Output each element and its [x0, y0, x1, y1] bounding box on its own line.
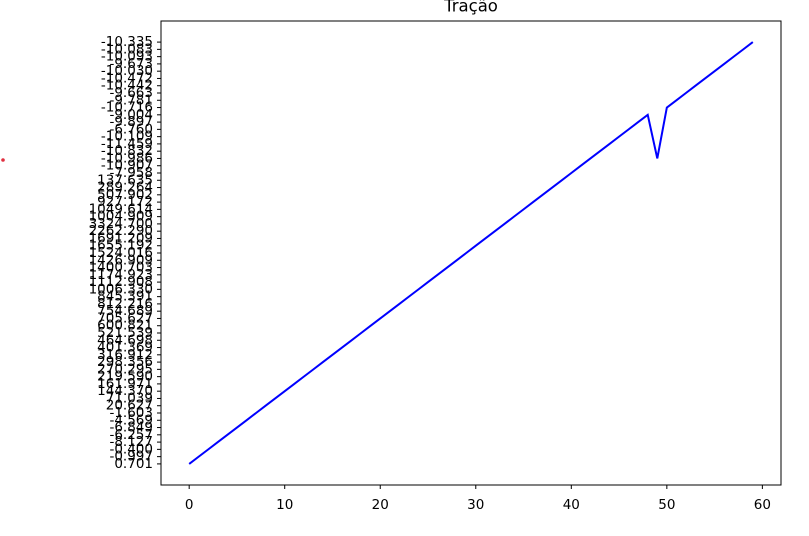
- y-tick-label: 845.391: [97, 289, 153, 305]
- y-tick-label: -9.781: [109, 92, 153, 108]
- y-tick-label: -6.760: [109, 121, 153, 137]
- y-tick-label: -10.442: [101, 78, 153, 94]
- y-tick-label: -9.673: [109, 56, 153, 72]
- x-tick-label: 50: [658, 497, 675, 513]
- y-tick-label: 1004.909: [89, 209, 153, 225]
- chart-title: Tração: [443, 0, 498, 16]
- y-tick-label: -0.400: [109, 441, 153, 457]
- y-tick-label: 0.701: [114, 456, 153, 472]
- y-tick-label: -9.004: [109, 107, 153, 123]
- y-tick-label: -10.832: [101, 143, 153, 159]
- x-tick-label: 0: [185, 497, 194, 513]
- y-tick-label: -11.459: [101, 136, 153, 152]
- y-tick-label: -10.083: [101, 41, 153, 57]
- y-tick-label: 1006.330: [89, 281, 153, 297]
- y-tick-label: 1691.209: [89, 230, 153, 246]
- y-tick-label: 1049.614: [89, 201, 153, 217]
- y-tick-label: -1.603: [109, 405, 153, 421]
- y-tick-label: -10.093: [101, 49, 153, 65]
- x-tick-label: 10: [276, 497, 293, 513]
- y-tick-label: 219.590: [97, 369, 153, 385]
- y-tick-label: -10.986: [101, 150, 153, 166]
- y-tick-label: 1112.908: [89, 274, 153, 290]
- y-tick-label: 1655.192: [89, 238, 153, 254]
- y-tick-label: -10.030: [101, 63, 153, 79]
- y-tick-label: 298.356: [97, 354, 153, 370]
- y-tick-label: 3324.700: [89, 216, 153, 232]
- x-tick-label: 60: [754, 497, 771, 513]
- y-tick-label: -10.109: [101, 129, 153, 145]
- x-tick-label: 40: [563, 497, 580, 513]
- y-tick-label: 137.635: [97, 172, 153, 188]
- y-tick-label: 754.689: [97, 303, 153, 319]
- y-tick-label: 521.539: [97, 325, 153, 341]
- marker-dot: [1, 158, 5, 162]
- y-tick-label: 2262.290: [89, 223, 153, 239]
- y-tick-label: 812.216: [97, 296, 153, 312]
- y-tick-label: 507.902: [97, 187, 153, 203]
- x-tick-label: 20: [372, 497, 389, 513]
- y-tick-label: 289.264: [97, 180, 153, 196]
- y-tick-label: -10.335: [101, 34, 153, 50]
- y-tick-label: -7.958: [109, 165, 153, 181]
- y-tick-label: 270.295: [97, 361, 153, 377]
- y-tick-label: -9.897: [109, 114, 153, 130]
- y-tick-label: -4.569: [109, 412, 153, 428]
- y-tick-label: 316.912: [97, 347, 153, 363]
- y-tick-label: 20.627: [106, 398, 153, 414]
- y-tick-label: 1174.923: [89, 267, 153, 283]
- y-tick-label: -6.257: [109, 427, 153, 443]
- y-tick-label: 144.370: [97, 383, 153, 399]
- y-tick-label: 1400.703: [89, 260, 153, 276]
- y-tick-label: 1426.909: [89, 252, 153, 268]
- line-series: [188, 41, 754, 465]
- y-tick-label: -0.997: [109, 449, 153, 465]
- y-tick-label: -10.716: [101, 100, 153, 116]
- y-tick-label: 1524.016: [89, 245, 153, 261]
- x-tick-label: 30: [467, 497, 484, 513]
- y-tick-label: 71.039: [106, 390, 153, 406]
- y-tick-label: 464.698: [97, 332, 153, 348]
- y-tick-label: 705.627: [97, 310, 153, 326]
- y-tick-label: -10.907: [101, 158, 153, 174]
- y-tick-label: -9.663: [109, 85, 153, 101]
- y-tick-label: -10.472: [101, 70, 153, 86]
- y-tick-label: 161.971: [97, 376, 153, 392]
- y-tick-label: -6.849: [109, 420, 153, 436]
- y-tick-label: -8.127: [109, 434, 153, 450]
- y-tick-label: 600.821: [97, 318, 153, 334]
- y-tick-label: 927.172: [97, 194, 153, 210]
- y-tick-label: 401.369: [97, 340, 153, 356]
